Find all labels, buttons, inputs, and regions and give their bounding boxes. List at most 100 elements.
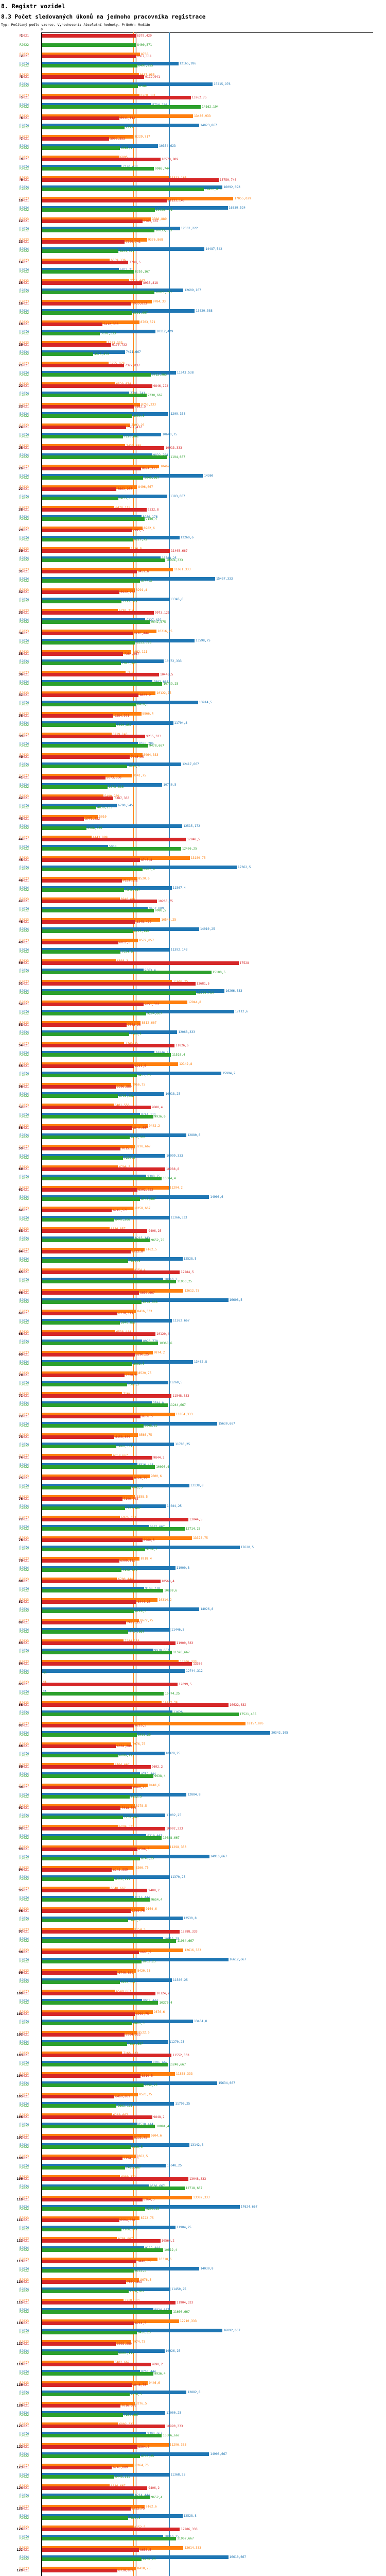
bar[interactable] — [42, 199, 167, 202]
bar[interactable] — [42, 1600, 137, 1604]
bar[interactable] — [42, 1177, 162, 1180]
bar[interactable] — [42, 261, 129, 264]
bar[interactable] — [42, 1836, 162, 1840]
bar[interactable] — [42, 948, 170, 952]
bar[interactable] — [42, 1568, 122, 1572]
bar[interactable] — [42, 1683, 178, 1686]
bar[interactable] — [42, 866, 237, 869]
bar[interactable] — [42, 538, 133, 541]
bar[interactable] — [42, 350, 125, 354]
bar[interactable] — [42, 268, 119, 272]
bar[interactable] — [42, 1044, 175, 1047]
bar[interactable] — [42, 600, 122, 603]
bar[interactable] — [42, 618, 146, 622]
bar[interactable] — [42, 1848, 137, 1851]
bar[interactable] — [42, 1074, 137, 1077]
bar[interactable] — [42, 838, 186, 841]
bar[interactable] — [42, 1104, 114, 1107]
bar[interactable] — [42, 323, 103, 326]
bar[interactable] — [42, 2280, 126, 2284]
bar[interactable] — [42, 467, 141, 470]
bar[interactable] — [42, 1415, 141, 1418]
bar[interactable] — [42, 34, 136, 38]
bar[interactable] — [42, 1435, 114, 1439]
bar[interactable] — [42, 2260, 137, 2263]
bar[interactable] — [42, 659, 164, 663]
bar[interactable] — [42, 1951, 139, 1954]
bar[interactable] — [42, 105, 201, 109]
bar[interactable] — [42, 2042, 127, 2046]
bar[interactable] — [42, 2166, 125, 2170]
bar[interactable] — [42, 82, 213, 86]
bar[interactable] — [42, 1083, 131, 1087]
bar[interactable] — [42, 412, 168, 416]
bar[interactable] — [42, 671, 126, 674]
bar[interactable] — [42, 556, 161, 560]
bar[interactable] — [42, 783, 163, 787]
bar[interactable] — [42, 806, 97, 809]
bar[interactable] — [42, 2528, 180, 2531]
bar[interactable] — [42, 2095, 115, 2098]
bar[interactable] — [42, 384, 152, 388]
bar[interactable] — [42, 1992, 156, 1995]
bar[interactable] — [42, 103, 151, 107]
bar[interactable] — [42, 96, 191, 99]
bar[interactable] — [42, 240, 125, 244]
bar[interactable] — [42, 549, 170, 553]
bar[interactable] — [42, 2177, 188, 2181]
bar[interactable] — [42, 824, 183, 828]
bar[interactable] — [42, 1250, 131, 1253]
bar[interactable] — [42, 714, 114, 718]
bar[interactable] — [42, 2104, 117, 2108]
bar[interactable] — [42, 929, 133, 933]
bar[interactable] — [42, 1188, 137, 1192]
bar[interactable] — [42, 206, 228, 210]
bar[interactable] — [42, 2239, 161, 2243]
bar[interactable] — [42, 2207, 146, 2211]
bar[interactable] — [42, 817, 84, 821]
bar[interactable] — [42, 394, 147, 397]
bar[interactable] — [42, 227, 180, 230]
bar[interactable] — [42, 701, 198, 704]
bar[interactable] — [42, 1548, 145, 1551]
bar[interactable] — [42, 1662, 192, 1666]
bar[interactable] — [42, 1291, 139, 1295]
bar[interactable] — [42, 2001, 159, 2005]
bar[interactable] — [42, 2012, 135, 2016]
bar[interactable] — [42, 2228, 122, 2231]
bar[interactable] — [42, 785, 108, 789]
bar[interactable] — [42, 1580, 161, 1583]
bar[interactable] — [42, 281, 143, 285]
bar[interactable] — [42, 2454, 140, 2458]
bar[interactable] — [42, 2537, 177, 2540]
bar[interactable] — [42, 527, 143, 530]
bar[interactable] — [42, 343, 111, 347]
bar[interactable] — [42, 2321, 134, 2325]
bar[interactable] — [42, 1692, 164, 1696]
bar[interactable] — [42, 2434, 162, 2437]
bar[interactable] — [42, 2548, 139, 2552]
bar[interactable] — [42, 547, 130, 551]
bar[interactable] — [42, 1010, 234, 1013]
bar[interactable] — [42, 980, 172, 984]
bar[interactable] — [42, 939, 138, 942]
bar[interactable] — [42, 135, 134, 139]
bar[interactable] — [42, 620, 150, 624]
bar[interactable] — [42, 2187, 185, 2190]
bar[interactable] — [42, 886, 172, 890]
bar[interactable] — [42, 1113, 140, 1116]
bar[interactable] — [42, 495, 168, 498]
bar[interactable] — [42, 639, 195, 642]
bar[interactable] — [42, 392, 130, 395]
bar[interactable] — [42, 1133, 187, 1137]
bar[interactable] — [42, 2022, 133, 2025]
bar[interactable] — [42, 1051, 155, 1055]
bar[interactable] — [42, 362, 109, 365]
bar[interactable] — [42, 2425, 165, 2428]
bar[interactable] — [42, 579, 140, 583]
bar[interactable] — [42, 1136, 130, 1139]
bar[interactable] — [42, 959, 116, 963]
bar[interactable] — [42, 1229, 148, 1233]
bar[interactable] — [42, 680, 153, 684]
bar[interactable] — [42, 517, 145, 521]
